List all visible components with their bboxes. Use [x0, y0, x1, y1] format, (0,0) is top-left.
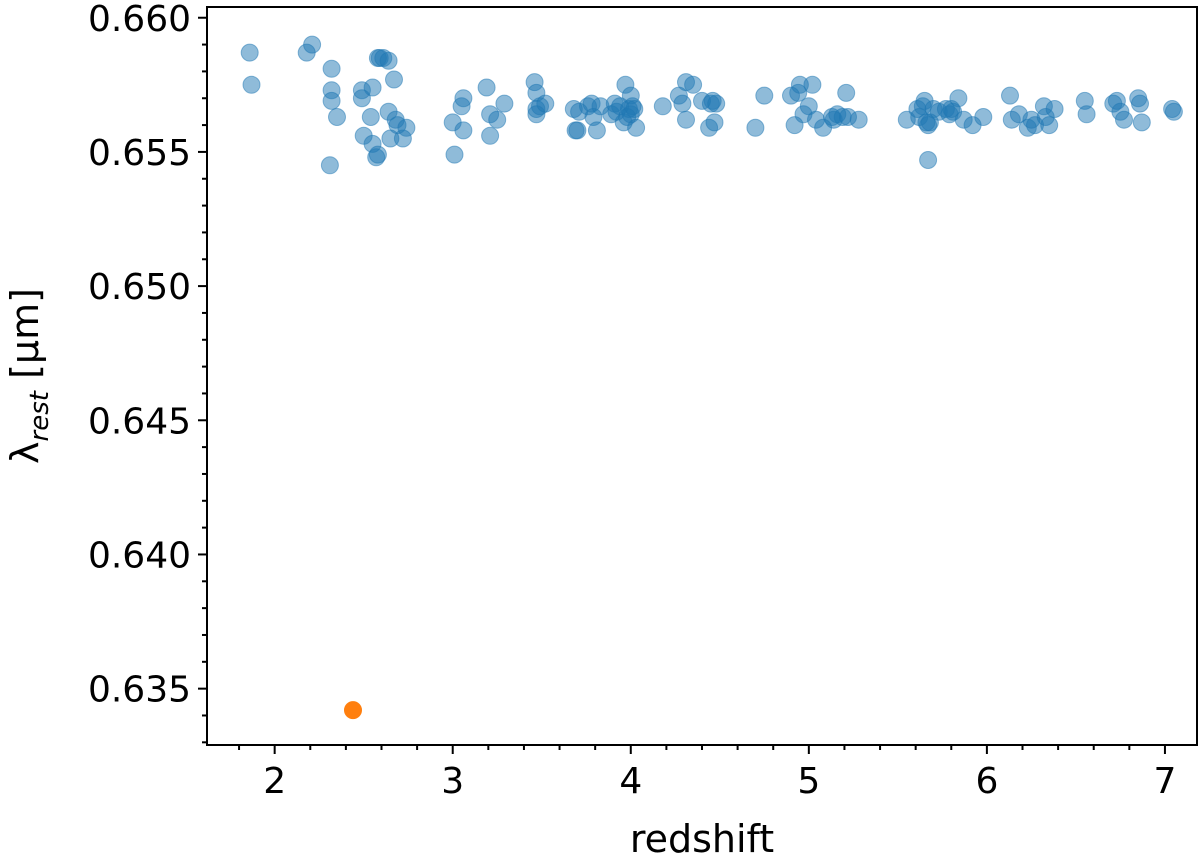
data-point — [849, 110, 868, 129]
y-axis-title: λrest [μm] — [3, 288, 55, 464]
data-point — [1077, 105, 1096, 124]
data-points — [240, 35, 1183, 720]
data-point — [379, 51, 398, 70]
y-tick-label: 0.645 — [88, 401, 191, 442]
data-point — [974, 108, 993, 126]
x-tick-label: 4 — [619, 761, 642, 802]
data-point — [949, 89, 968, 108]
data-point — [673, 94, 692, 113]
data-point — [746, 118, 765, 137]
data-point — [653, 97, 672, 116]
y-axis-symbol: λ — [3, 441, 47, 464]
data-point — [242, 75, 261, 94]
data-point — [240, 43, 259, 62]
data-point — [1132, 113, 1151, 132]
y-axis-unit: [μm] — [3, 288, 47, 391]
data-point — [587, 121, 606, 140]
data-point — [1045, 100, 1064, 118]
y-tick-label: 0.650 — [88, 267, 191, 308]
data-point — [454, 121, 473, 140]
data-point — [755, 86, 774, 105]
y-tick-label: 0.660 — [88, 0, 191, 40]
data-point — [705, 113, 724, 132]
data-point — [1040, 116, 1059, 135]
data-point — [477, 78, 496, 97]
data-point — [481, 126, 500, 145]
data-point — [536, 94, 555, 113]
data-point — [322, 59, 341, 78]
y-tick-label: 0.640 — [88, 535, 191, 576]
data-point — [385, 70, 403, 89]
data-point — [1001, 86, 1019, 105]
data-point — [837, 83, 856, 102]
data-point — [368, 145, 387, 164]
data-point — [803, 75, 822, 94]
highlight-point — [344, 701, 362, 720]
data-point — [495, 94, 514, 113]
data-point — [303, 35, 322, 54]
data-point — [1115, 110, 1133, 129]
data-point — [684, 75, 703, 94]
y-axis-subscript: rest — [25, 390, 55, 441]
y-tick-label: 0.635 — [88, 670, 191, 711]
data-point — [488, 110, 507, 129]
x-tick-label: 3 — [441, 761, 464, 802]
y-tick-label: 0.655 — [88, 133, 191, 174]
data-point — [454, 89, 473, 108]
data-point — [627, 118, 646, 137]
data-point — [625, 100, 644, 118]
data-point — [397, 118, 416, 137]
x-tick-label: 2 — [263, 761, 286, 802]
data-point — [1131, 94, 1149, 113]
data-point — [1164, 102, 1183, 121]
data-point — [320, 156, 339, 175]
x-tick-label: 7 — [1153, 761, 1176, 802]
plot-frame — [206, 6, 1198, 746]
x-tick-label: 5 — [797, 761, 820, 802]
data-point — [322, 91, 341, 110]
data-point — [363, 78, 382, 97]
data-point — [677, 110, 695, 129]
x-tick-label: 6 — [975, 761, 998, 802]
data-point — [568, 121, 587, 140]
x-axis-title: redshift — [630, 817, 774, 856]
data-point — [445, 145, 464, 164]
data-point — [707, 94, 726, 113]
data-point — [919, 151, 938, 169]
data-point — [328, 108, 346, 126]
data-point — [361, 108, 380, 126]
axis-ticks: 2 3 4 5 6 7 0.635 0.640 0.645 0.650 0.655 0.660 — [88, 0, 1176, 802]
